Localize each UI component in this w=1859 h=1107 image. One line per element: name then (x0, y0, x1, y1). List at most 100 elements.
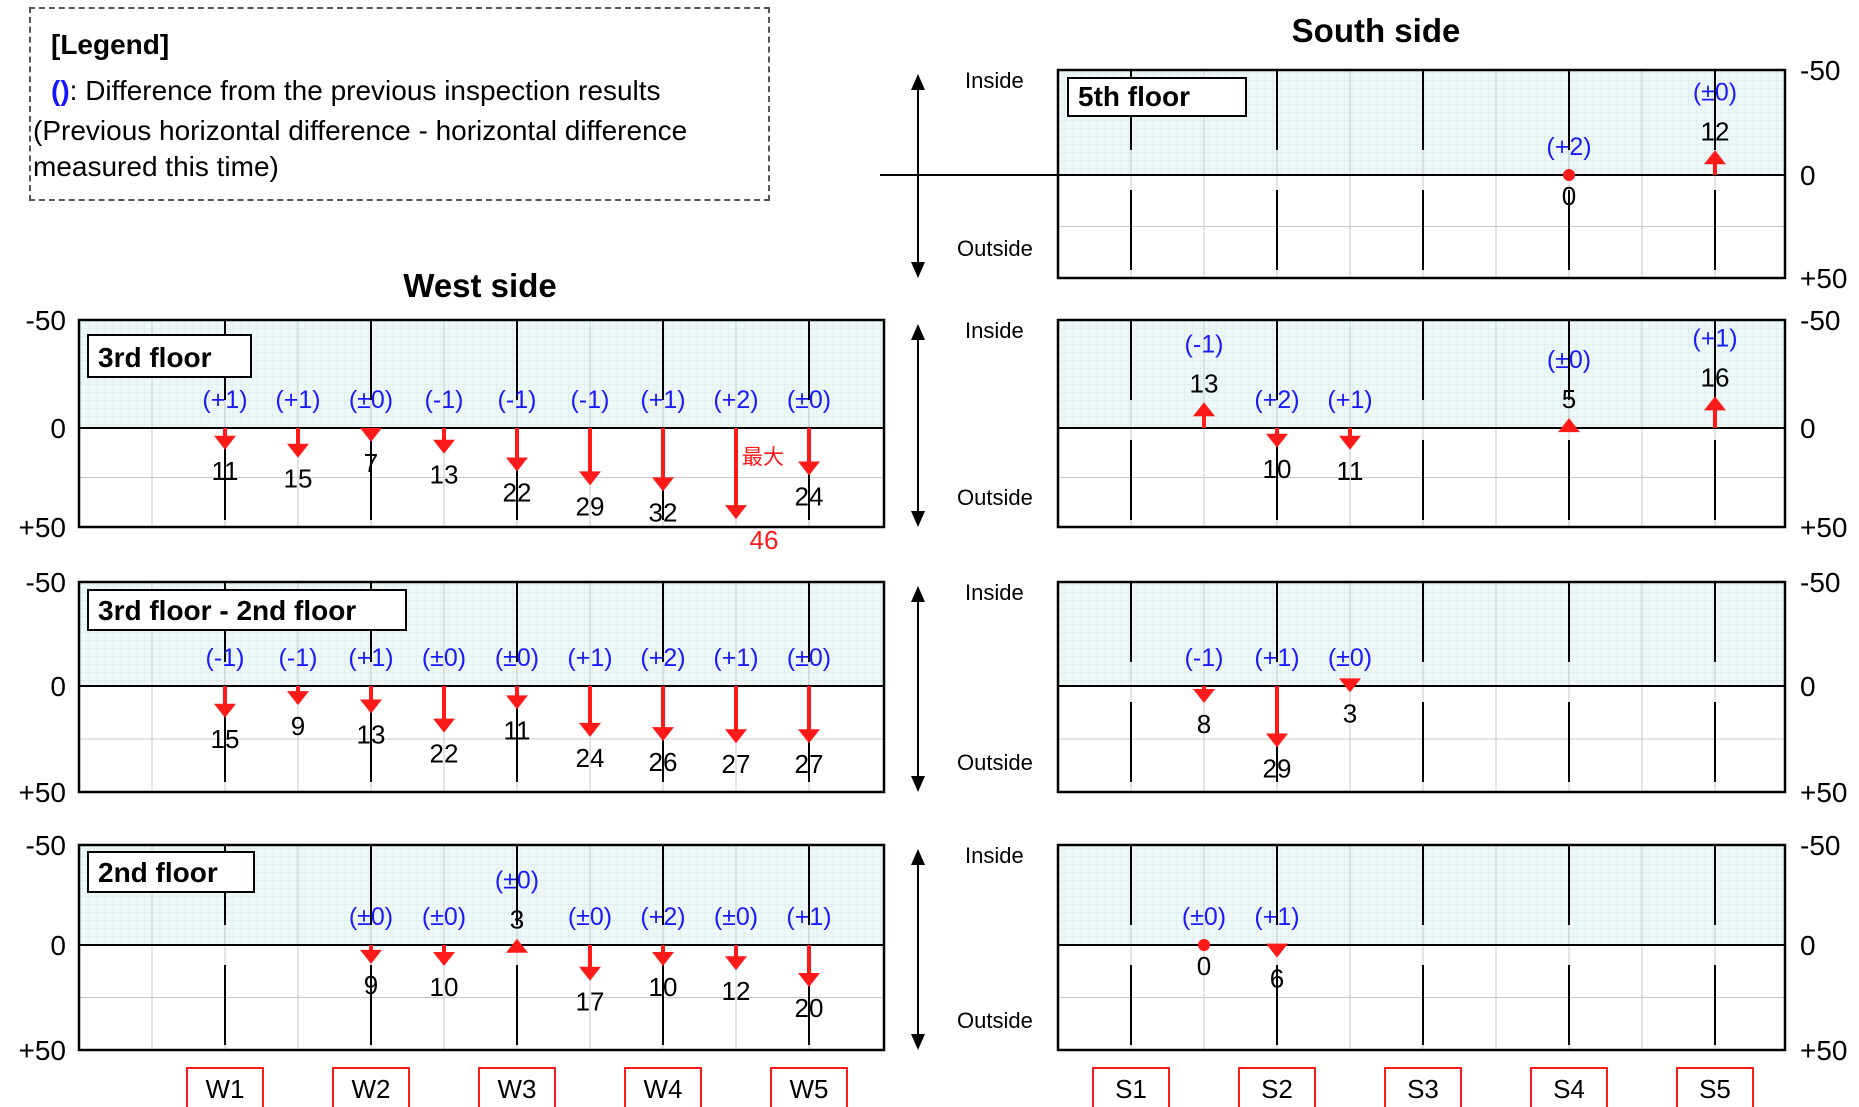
value-label: 27 (722, 749, 751, 779)
diff-label: (+1) (1692, 324, 1737, 352)
arrow-head (433, 952, 455, 966)
arrow-head (579, 471, 601, 486)
diff-label: (+1) (786, 903, 831, 931)
arrow-head (433, 718, 455, 733)
x-label: W4 (644, 1074, 683, 1104)
value-label: 12 (722, 976, 751, 1006)
arrow-head (1266, 943, 1288, 958)
arrow-head (798, 461, 820, 476)
arrow-head (1339, 678, 1361, 693)
y-tick-label: 0 (1800, 930, 1816, 961)
diff-label: (+2) (1254, 386, 1299, 414)
y-tick-label: 0 (1800, 413, 1816, 444)
arrow-head (798, 973, 820, 987)
value-label: 32 (649, 497, 678, 527)
y-tick-label: -50 (26, 305, 66, 336)
panel-title: 3rd floor - 2nd floor (98, 595, 356, 626)
arrow-head (652, 727, 674, 742)
diff-label: (±0) (422, 903, 466, 931)
value-label: 10 (1263, 454, 1292, 484)
panel-title-box (1067, 77, 1247, 117)
x-label-box (332, 1067, 410, 1107)
arrow-head (1704, 396, 1726, 411)
x-label-box (186, 1067, 264, 1107)
y-tick-label: -50 (1800, 567, 1840, 598)
arrow-head (725, 729, 747, 744)
arrow-head (506, 457, 528, 472)
panel-6: -50 0 +50 Inside Outside 8 (-1) 29 (+1) 3 (±0) (911, 567, 1848, 808)
x-label: S2 (1261, 1074, 1293, 1104)
diff-label: (-1) (1185, 644, 1224, 672)
panel-title: 3rd floor (98, 342, 212, 373)
value-label: 3 (510, 905, 524, 935)
y-tick-label: +50 (1800, 512, 1848, 543)
diff-label: (-1) (206, 644, 245, 672)
diff-label: (-1) (1185, 330, 1224, 358)
value-label: 0 (1197, 951, 1211, 981)
x-label: S4 (1553, 1074, 1585, 1104)
down-arrow-icon (911, 1034, 925, 1050)
value-label: 46 (750, 525, 779, 555)
x-label-box (624, 1067, 702, 1107)
panel-7: -50 0 +50 Inside Outside 0 (±0) 6 (+1) (911, 830, 1848, 1066)
inside-band (1058, 320, 1785, 428)
y-tick-label: +50 (19, 512, 67, 543)
outside-label: Outside (957, 750, 1033, 775)
diff-label: (+1) (275, 386, 320, 414)
inside-label: Inside (965, 580, 1024, 605)
y-tick-label: +50 (19, 1035, 67, 1066)
value-label: 13 (430, 460, 459, 490)
legend-box: [Legend] (): Difference from the previou… (29, 7, 770, 201)
panel-title-box (87, 589, 407, 631)
up-arrow-icon (911, 586, 925, 602)
diff-label: (±0) (787, 386, 831, 414)
inside-label: Inside (965, 68, 1024, 93)
point-dot (1563, 169, 1575, 181)
value-label: 13 (357, 720, 386, 750)
arrow-head (1266, 433, 1288, 448)
x-label: S1 (1115, 1074, 1147, 1104)
diff-label: (±0) (714, 903, 758, 931)
inside-label: Inside (965, 843, 1024, 868)
diff-label: (+2) (713, 386, 758, 414)
point-dot (1198, 939, 1210, 951)
y-tick-label: 0 (1800, 671, 1816, 702)
diff-label: (±0) (349, 903, 393, 931)
value-label: 7 (364, 448, 378, 478)
x-label-box (770, 1067, 848, 1107)
diff-label: (+1) (1254, 903, 1299, 931)
x-label-box (1384, 1067, 1462, 1107)
arrow-head (214, 703, 236, 718)
arrow-head (725, 956, 747, 971)
value-label: 11 (212, 456, 239, 486)
arrow-head (506, 938, 528, 953)
value-label: 11 (504, 715, 531, 745)
diff-label: (+1) (713, 644, 758, 672)
x-label: W2 (352, 1074, 391, 1104)
diff-label: (+2) (1546, 133, 1591, 161)
plot-frame (77, 843, 886, 1052)
diff-label: (±0) (1693, 78, 1737, 106)
x-label-box (1676, 1067, 1754, 1107)
outside-label: Outside (957, 485, 1033, 510)
diff-label: (±0) (1547, 346, 1591, 374)
x-label-box (1238, 1067, 1316, 1107)
legend-title: [Legend] (51, 29, 170, 60)
diff-label: (+2) (640, 644, 685, 672)
value-label: 24 (795, 482, 824, 512)
y-tick-label: -50 (1800, 305, 1840, 336)
arrow-head (1266, 733, 1288, 748)
value-label: 13 (1190, 368, 1219, 398)
diff-label: (±0) (787, 644, 831, 672)
inside-band (1058, 582, 1785, 686)
arrow-head (287, 443, 309, 458)
diff-label: (-1) (279, 644, 318, 672)
value-label: 15 (284, 464, 313, 494)
value-label: 17 (576, 987, 605, 1017)
panel-4: -50 0 +50 5th floor Inside Outside 0 (+2) 12 (±0) (880, 55, 1848, 294)
legend-text-1: : Difference from the previous inspectio… (69, 75, 661, 106)
arrow-head (360, 699, 382, 714)
down-arrow-icon (911, 511, 925, 527)
diff-label: (+1) (1327, 386, 1372, 414)
